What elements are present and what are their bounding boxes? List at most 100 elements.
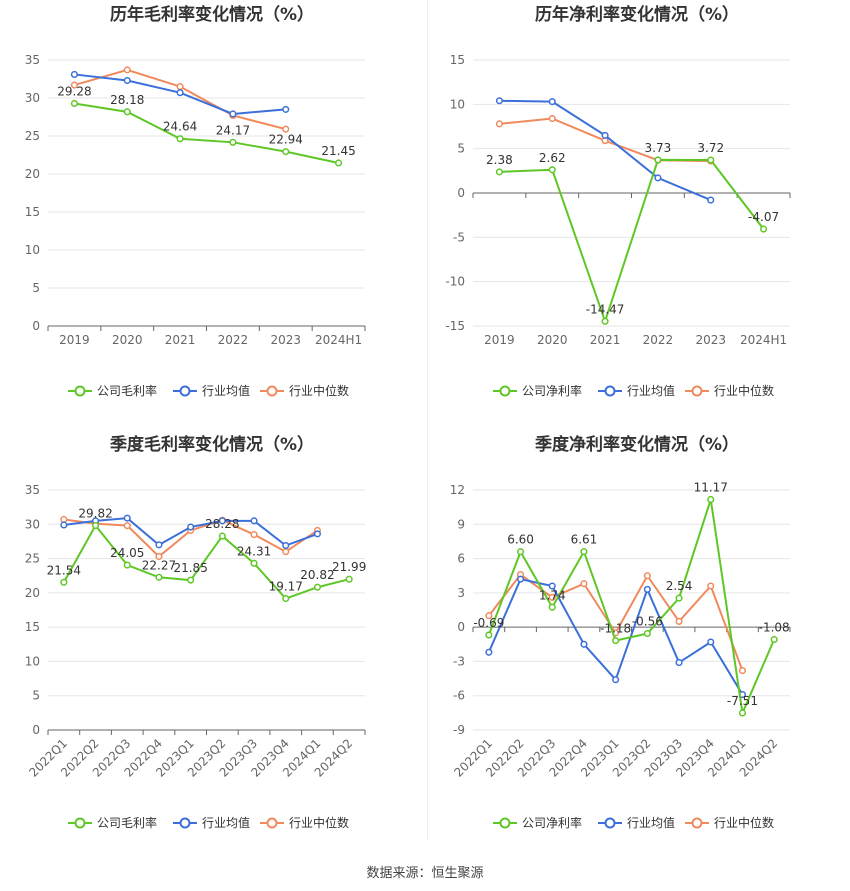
data-point-median (548, 114, 556, 123)
data-point-company (517, 548, 525, 556)
data-point-company (229, 138, 237, 146)
data-label: 3.73 (645, 141, 672, 155)
data-point-company (612, 637, 620, 645)
y-tick-label: 15 (450, 53, 465, 67)
x-tick-label: 2022 (643, 333, 674, 347)
data-point-avg (60, 521, 68, 529)
legend-label-avg: 行业均值 (202, 383, 250, 398)
data-point-company (760, 225, 768, 233)
data-point-company (643, 629, 651, 638)
data-point-company (601, 317, 609, 325)
y-tick-label: 10 (450, 97, 465, 111)
x-tick-label: 2020 (112, 333, 143, 347)
data-point-avg (282, 105, 290, 113)
data-label: 6.60 (507, 533, 534, 547)
data-label: 2.38 (486, 153, 513, 167)
legend-marker-company (74, 385, 86, 397)
data-label: 11.17 (694, 480, 728, 494)
y-tick-label: 5 (32, 689, 40, 703)
y-tick-label: 25 (25, 552, 40, 566)
panel-divider (427, 0, 428, 840)
data-label: 2.62 (539, 151, 566, 165)
data-point-avg (123, 514, 131, 522)
data-point-median (282, 125, 290, 133)
quarterly-gross-margin-svg: 季度毛利率变化情况（%）051015202530352022Q12022Q220… (25, 434, 367, 830)
y-tick-label: 15 (25, 205, 40, 219)
data-point-company (738, 709, 747, 717)
data-point-company (335, 159, 343, 167)
data-point-median (282, 548, 290, 556)
legend-label-avg: 行业均值 (202, 815, 250, 830)
data-point-median (176, 83, 184, 91)
data-point-avg (229, 110, 237, 118)
data-point-avg (517, 575, 525, 583)
legend-label-avg: 行业均值 (627, 383, 675, 398)
data-point-company (313, 583, 322, 591)
data-point-median (155, 552, 163, 561)
data-point-company (187, 576, 195, 584)
x-tick-label: 2022 (218, 333, 249, 347)
data-point-avg (707, 196, 715, 204)
y-tick-label: -6 (453, 689, 465, 703)
y-tick-label: 25 (25, 129, 40, 143)
y-tick-label: 0 (32, 723, 40, 737)
data-point-company (70, 99, 78, 108)
data-label: -0.56 (632, 615, 663, 629)
y-tick-label: 35 (25, 483, 40, 497)
data-label: 21.99 (332, 560, 366, 574)
y-tick-label: 15 (25, 620, 40, 634)
data-label: 21.85 (173, 561, 207, 575)
data-point-median (738, 667, 747, 675)
data-point-median (548, 593, 556, 601)
quarterly-gross-margin-chart: 季度毛利率变化情况（%） 0 5 10 15 20 25 30 35 2022Q1 2022Q2 20… (0, 430, 425, 860)
y-tick-label: 30 (25, 517, 40, 531)
chart-title: 历年净利率变化情况（%） (535, 4, 739, 25)
legend-marker-median (266, 385, 278, 397)
data-point-avg (282, 541, 290, 550)
data-label: 20.82 (300, 568, 334, 582)
legend-label-avg: 行业均值 (627, 815, 675, 830)
legend-marker-median (266, 817, 278, 829)
data-label: -1.08 (759, 620, 790, 634)
y-tick-label: 3 (457, 586, 465, 600)
legend-label-median: 行业中位数 (714, 815, 774, 830)
legend-marker-median (691, 817, 703, 829)
data-point-avg (176, 89, 184, 97)
data-label: 24.05 (110, 546, 144, 560)
data-point-company (770, 635, 778, 644)
y-tick-label: 0 (457, 186, 465, 200)
y-tick-label: 30 (25, 91, 40, 105)
data-point-avg (313, 530, 322, 538)
y-tick-label: 20 (25, 167, 40, 181)
data-point-avg (187, 523, 195, 531)
x-tick-label: 2024H1 (315, 333, 362, 347)
data-point-avg (250, 517, 258, 525)
data-label: 24.17 (216, 123, 250, 137)
y-tick-label: 10 (25, 243, 40, 257)
y-tick-label: 10 (25, 654, 40, 668)
data-label: 28.18 (110, 93, 144, 107)
data-label: -14.47 (586, 302, 625, 316)
y-tick-label: 35 (25, 53, 40, 67)
data-point-avg (612, 676, 620, 684)
data-point-company (123, 108, 131, 116)
legend-marker-avg (179, 385, 191, 397)
data-point-avg (601, 131, 609, 139)
data-point-median (643, 572, 651, 580)
legend-label-median: 行业中位数 (289, 383, 349, 398)
quarterly-net-margin-chart: 季度净利率变化情况（%） -9 -6 -3 0 3 6 9 12 2022Q1 2022Q2 2022… (425, 430, 850, 860)
y-tick-label: -10 (445, 275, 465, 289)
data-point-avg (548, 582, 556, 590)
legend-marker-avg (179, 817, 191, 829)
data-point-company (123, 561, 131, 569)
series-line-company (499, 158, 765, 325)
data-point-avg (548, 98, 556, 106)
data-label: 2.54 (666, 579, 693, 593)
data-point-avg (495, 97, 503, 105)
data-point-company (707, 495, 715, 504)
x-tick-label: 2019 (59, 333, 90, 347)
data-point-median (580, 580, 588, 588)
data-point-company (548, 166, 556, 174)
legend-label-company: 公司毛利率 (97, 815, 157, 830)
data-point-median (675, 617, 683, 625)
